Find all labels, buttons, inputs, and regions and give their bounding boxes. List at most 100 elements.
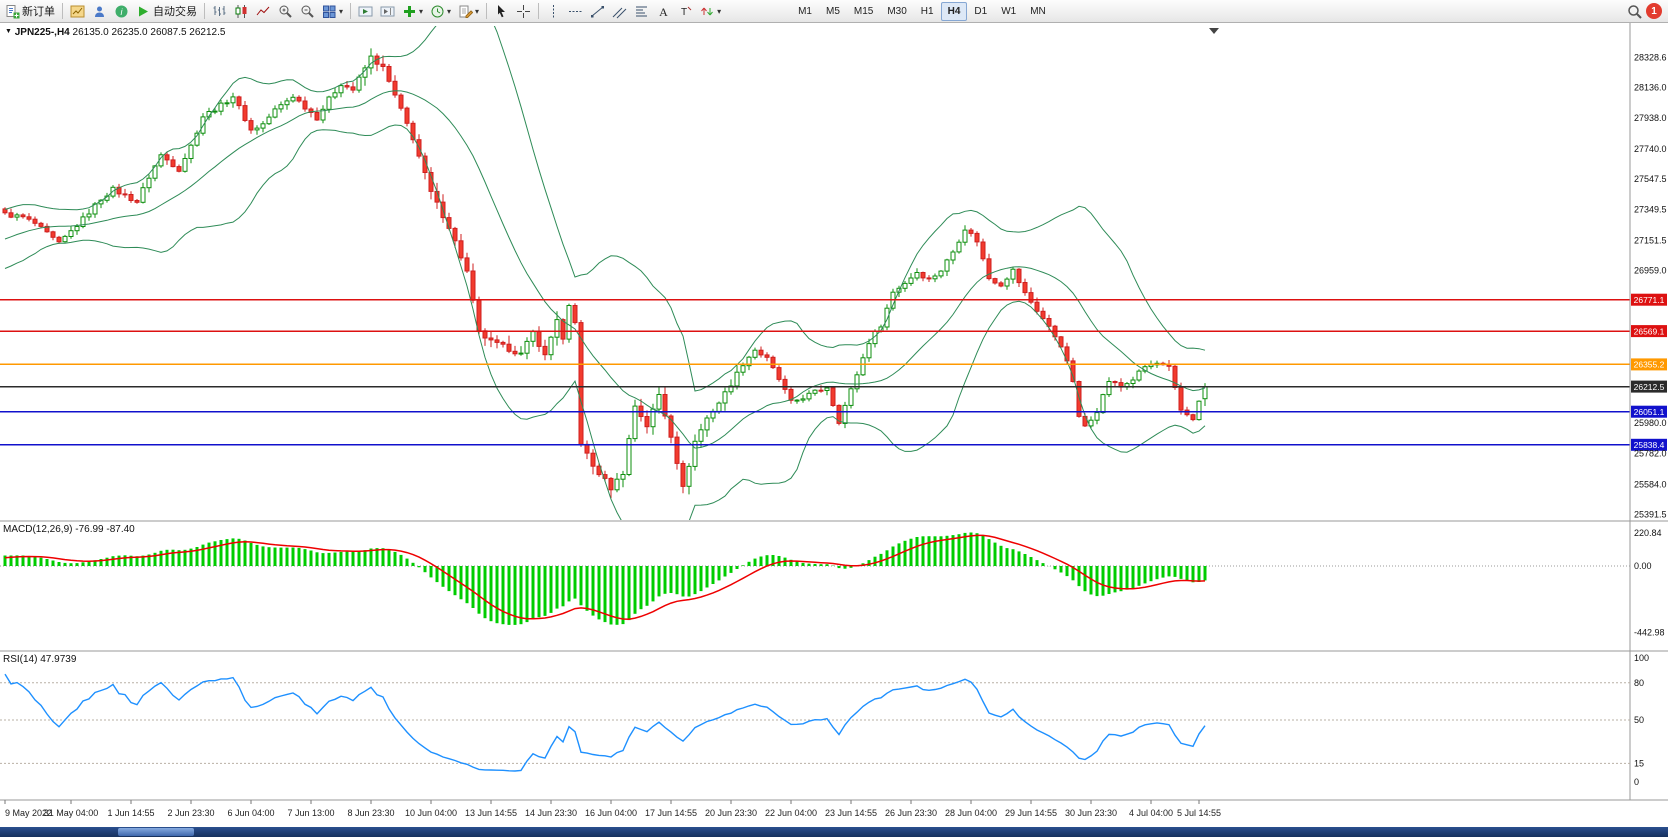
timeframe-button-m30[interactable]: M30 <box>880 2 913 21</box>
templates-button[interactable]: ▾ <box>455 1 482 21</box>
svg-text:6 Jun 04:00: 6 Jun 04:00 <box>227 808 274 818</box>
label-tool-button[interactable]: T <box>675 1 696 21</box>
tile-windows-button[interactable]: ▾ <box>319 1 346 21</box>
svg-text:26771.1: 26771.1 <box>1634 295 1665 305</box>
dropdown-caret-icon: ▾ <box>419 6 424 16</box>
toolbar-separator <box>204 3 205 19</box>
rsi-indicator-label: RSI(14) 47.9739 <box>3 654 77 665</box>
autotrading-play-icon <box>136 4 151 19</box>
toolbar-separator <box>538 3 540 19</box>
periods-button[interactable]: ▾ <box>427 1 454 21</box>
bar-chart-icon <box>212 4 227 19</box>
terminal-button[interactable]: i <box>111 1 132 21</box>
zoom-in-icon <box>278 4 293 19</box>
svg-text:8 Jun 23:30: 8 Jun 23:30 <box>347 808 394 818</box>
crosshair-button[interactable] <box>513 1 534 21</box>
arrows-tool-button[interactable]: ▾ <box>697 1 724 21</box>
price-tag <box>1631 405 1667 418</box>
fibonacci-tool-button[interactable] <box>631 1 652 21</box>
fibonacci-icon <box>634 4 649 19</box>
zoom-out-button[interactable] <box>297 1 318 21</box>
text-tool-button[interactable]: A <box>653 1 674 21</box>
svg-text:25980.0: 25980.0 <box>1634 418 1667 428</box>
price-tag <box>1631 438 1667 451</box>
svg-text:1 Jun 14:55: 1 Jun 14:55 <box>107 808 154 818</box>
svg-text:27740.0: 27740.0 <box>1634 144 1667 154</box>
timeframe-button-w1[interactable]: W1 <box>994 2 1023 21</box>
svg-text:25584.0: 25584.0 <box>1634 479 1667 489</box>
candlestick-type-button[interactable] <box>231 1 252 21</box>
dropdown-caret-icon: ▾ <box>447 6 452 16</box>
price-tag <box>1631 380 1667 393</box>
templates-icon <box>458 4 474 19</box>
notification-badge[interactable]: 1 <box>1646 3 1662 19</box>
vertical-line-icon <box>546 4 561 19</box>
navigator-icon <box>92 4 107 19</box>
terminal-icon: i <box>114 4 129 19</box>
new-order-button[interactable]: 新订单 <box>2 1 58 21</box>
text-icon: A <box>656 4 671 19</box>
navigator-button[interactable] <box>89 1 110 21</box>
cursor-icon <box>494 4 509 19</box>
crosshair-icon <box>516 4 531 19</box>
search-button[interactable] <box>1624 1 1645 21</box>
auto-scroll-button[interactable] <box>355 1 376 21</box>
new-order-icon <box>5 4 20 19</box>
indicators-button[interactable]: ▾ <box>399 1 426 21</box>
svg-text:26569.1: 26569.1 <box>1634 326 1665 336</box>
timeframe-toolbar: M1 M5 M15 M30 H1 H4 D1 W1 MN <box>791 1 1053 21</box>
market-watch-button[interactable] <box>67 1 88 21</box>
channel-tool-button[interactable] <box>609 1 630 21</box>
timeframe-button-m5[interactable]: M5 <box>819 2 847 21</box>
timeframe-button-h4[interactable]: H4 <box>940 1 968 21</box>
autotrading-label: 自动交易 <box>153 6 197 18</box>
timeframe-button-d1[interactable]: D1 <box>967 2 994 21</box>
trendline-tool-button[interactable] <box>587 1 608 21</box>
label-icon: T <box>678 4 693 19</box>
timeframe-button-m15[interactable]: M15 <box>847 2 880 21</box>
svg-text:28 Jun 04:00: 28 Jun 04:00 <box>945 808 997 818</box>
chart-collapse-icon[interactable]: ▼ <box>5 28 12 35</box>
bar-chart-type-button[interactable] <box>209 1 230 21</box>
svg-text:A: A <box>659 5 668 19</box>
svg-text:31 May 04:00: 31 May 04:00 <box>44 808 99 818</box>
price-tag <box>1631 325 1667 338</box>
svg-text:30 Jun 23:30: 30 Jun 23:30 <box>1065 808 1117 818</box>
svg-text:27938.0: 27938.0 <box>1634 113 1667 123</box>
chart-shift-icon <box>380 4 395 19</box>
timeframe-button-h1[interactable]: H1 <box>914 2 941 21</box>
svg-text:22 Jun 04:00: 22 Jun 04:00 <box>765 808 817 818</box>
line-chart-type-button[interactable] <box>253 1 274 21</box>
bollinger-bands <box>4 26 1206 520</box>
svg-text:26212.5: 26212.5 <box>1634 382 1665 392</box>
horizontal-line-tool-button[interactable] <box>565 1 586 21</box>
cursor-button[interactable] <box>491 1 512 21</box>
chart-shift-marker[interactable] <box>1209 28 1219 34</box>
zoom-in-button[interactable] <box>275 1 296 21</box>
toolbar-separator <box>350 3 352 19</box>
toolbar-separator <box>486 3 488 19</box>
taskbar-item[interactable] <box>118 828 194 836</box>
macd-panel <box>0 532 1630 625</box>
tile-windows-icon <box>322 4 337 19</box>
arrows-icon <box>700 4 715 19</box>
price-axis[interactable]: 28328.6 28136.0 27938.0 27740.0 27547.5 27349… <box>1634 52 1667 787</box>
svg-text:-442.98: -442.98 <box>1634 627 1665 637</box>
svg-text:10 Jun 04:00: 10 Jun 04:00 <box>405 808 457 818</box>
svg-text:25838.4: 25838.4 <box>1634 440 1665 450</box>
market-watch-icon <box>70 4 85 19</box>
candlestick-icon <box>234 4 249 19</box>
svg-text:14 Jun 23:30: 14 Jun 23:30 <box>525 808 577 818</box>
svg-text:17 Jun 14:55: 17 Jun 14:55 <box>645 808 697 818</box>
candles-layer <box>2 48 1208 499</box>
chart-shift-button[interactable] <box>377 1 398 21</box>
horizontal-lines-layer: 26771.1 26569.1 26355.2 26212.5 26051.1 25838… <box>0 293 1667 451</box>
timeframe-button-m1[interactable]: M1 <box>791 2 819 21</box>
rsi-panel <box>0 673 1630 772</box>
autotrading-button[interactable]: 自动交易 <box>133 1 200 21</box>
vertical-line-tool-button[interactable] <box>543 1 564 21</box>
timeframe-button-mn[interactable]: MN <box>1023 2 1053 21</box>
chart-symbol-timeframe: JPN225-,H4 <box>14 27 70 38</box>
